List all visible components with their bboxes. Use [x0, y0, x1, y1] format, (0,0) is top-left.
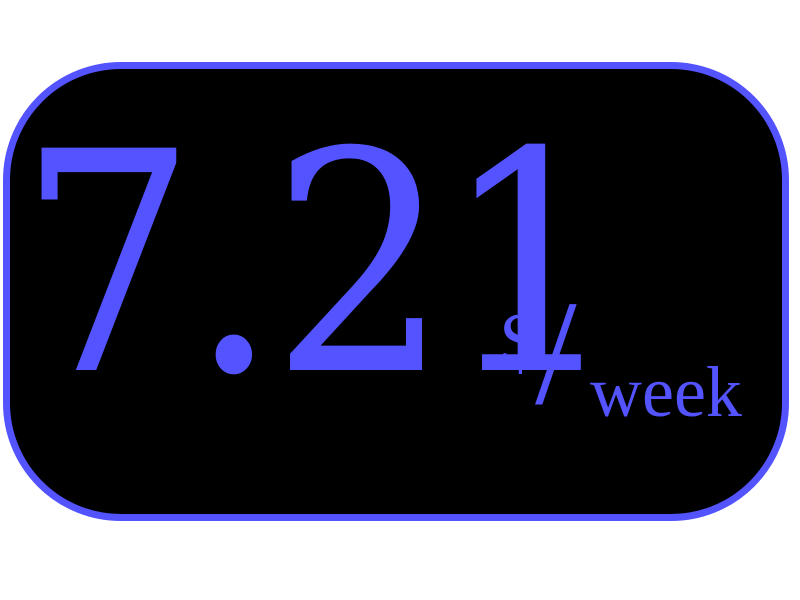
- per-separator: /: [535, 270, 577, 436]
- price-tag: [3, 62, 789, 521]
- price-amount: 7.21: [18, 87, 621, 442]
- currency-symbol: $: [500, 298, 540, 386]
- price-unit: week: [590, 352, 742, 432]
